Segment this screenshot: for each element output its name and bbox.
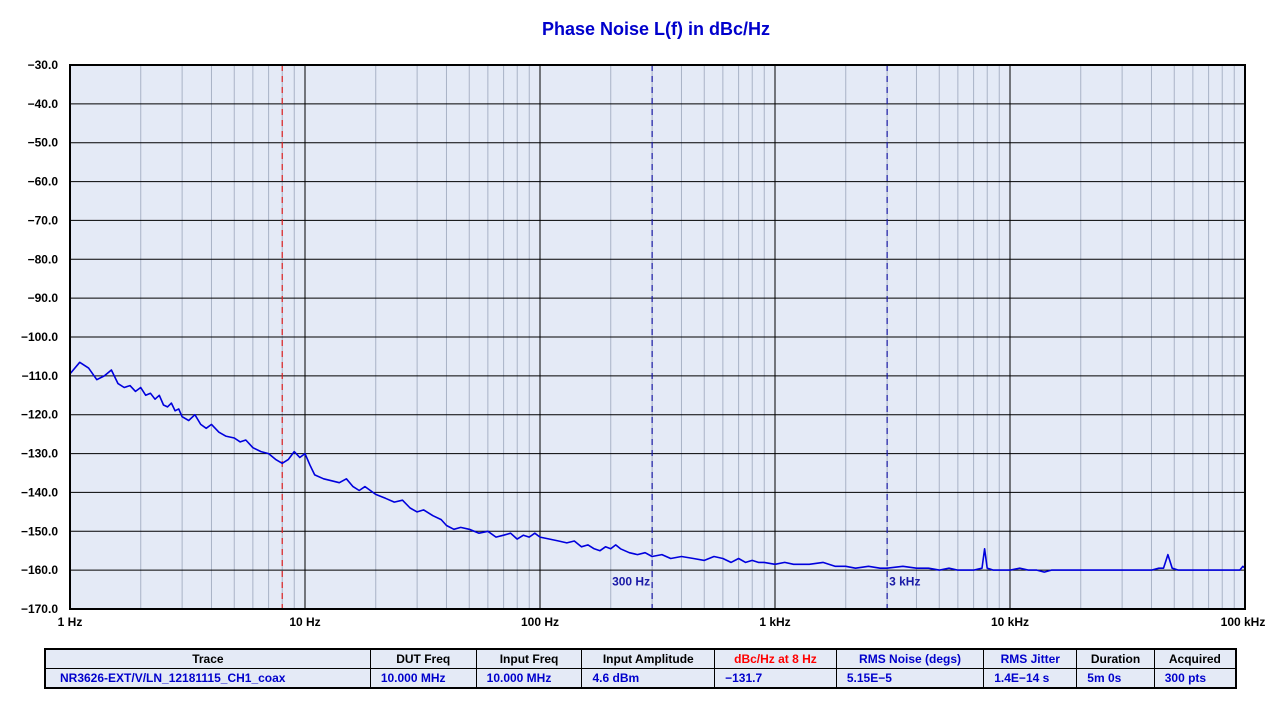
- y-tick-label: −170.0: [21, 602, 58, 616]
- y-tick-label: −90.0: [28, 291, 59, 305]
- y-tick-label: −140.0: [21, 485, 58, 499]
- cell-duration: 5m 0s: [1076, 668, 1155, 689]
- x-tick-label: 100 Hz: [521, 615, 559, 629]
- cell-acquired: 300 pts: [1153, 668, 1237, 689]
- y-tick-label: −160.0: [21, 563, 58, 577]
- header-dbc-at-8hz: dBc/Hz at 8 Hz: [714, 648, 837, 669]
- cell-dut-freq: 10.000 MHz: [369, 668, 477, 689]
- y-tick-label: −120.0: [21, 408, 58, 422]
- cell-input-freq: 10.000 MHz: [475, 668, 583, 689]
- y-tick-label: −80.0: [28, 252, 59, 266]
- marker-label: 300 Hz: [612, 575, 650, 589]
- plot-border: [69, 64, 1246, 610]
- y-tick-label: −60.0: [28, 175, 59, 189]
- x-tick-label: 1 Hz: [58, 615, 83, 629]
- series-line: [69, 361, 1246, 573]
- table-header-row: Trace DUT Freq Input Freq Input Amplitud…: [44, 648, 1237, 669]
- x-tick-label: 10 kHz: [991, 615, 1029, 629]
- header-input-amplitude: Input Amplitude: [581, 648, 716, 669]
- y-tick-label: −130.0: [21, 447, 58, 461]
- cell-rms-jitter: 1.4E−14 s: [983, 668, 1078, 689]
- series-layer: [69, 361, 1246, 573]
- y-tick-label: −100.0: [21, 330, 58, 344]
- y-tick-label: −30.0: [28, 58, 59, 72]
- header-rms-jitter: RMS Jitter: [983, 648, 1078, 669]
- phase-noise-chart: Phase Noise L(f) in dBc/Hz 300 Hz 3 kHz −…: [21, 19, 1266, 629]
- header-rms-noise: RMS Noise (degs): [835, 648, 985, 669]
- y-tick-label: −50.0: [28, 136, 59, 150]
- cell-rms-noise: 5.15E−5: [835, 668, 985, 689]
- x-axis-ticks: 1 Hz 10 Hz 100 Hz 1 kHz 10 kHz 100 kHz: [58, 615, 1266, 629]
- header-dut-freq: DUT Freq: [369, 648, 477, 669]
- grid-lines: [69, 64, 1246, 610]
- header-input-freq: Input Freq: [475, 648, 583, 669]
- header-trace: Trace: [44, 648, 371, 669]
- y-axis-ticks: −30.0 −40.0 −50.0 −60.0 −70.0 −80.0 −90.0 −100.…: [21, 58, 58, 616]
- table-row: NR3626-EXT/V/LN_12181115_CH1_coax 10.000…: [44, 668, 1237, 689]
- y-tick-label: −110.0: [22, 369, 59, 383]
- cell-dbc-at-8hz: −131.7: [714, 668, 837, 689]
- y-tick-label: −70.0: [28, 213, 59, 227]
- x-tick-label: 10 Hz: [289, 615, 320, 629]
- header-duration: Duration: [1076, 648, 1155, 669]
- cell-trace: NR3626-EXT/V/LN_12181115_CH1_coax: [44, 668, 371, 689]
- x-tick-label: 1 kHz: [759, 615, 790, 629]
- y-tick-label: −40.0: [28, 97, 59, 111]
- chart-title: Phase Noise L(f) in dBc/Hz: [542, 19, 770, 39]
- marker-label: 3 kHz: [889, 575, 920, 589]
- x-tick-label: 100 kHz: [1221, 615, 1266, 629]
- y-tick-label: −150.0: [21, 524, 58, 538]
- marker-lines: 300 Hz 3 kHz: [281, 65, 920, 609]
- cell-input-amplitude: 4.6 dBm: [581, 668, 716, 689]
- header-acquired: Acquired: [1153, 648, 1237, 669]
- summary-table: Trace DUT Freq Input Freq Input Amplitud…: [44, 648, 1237, 689]
